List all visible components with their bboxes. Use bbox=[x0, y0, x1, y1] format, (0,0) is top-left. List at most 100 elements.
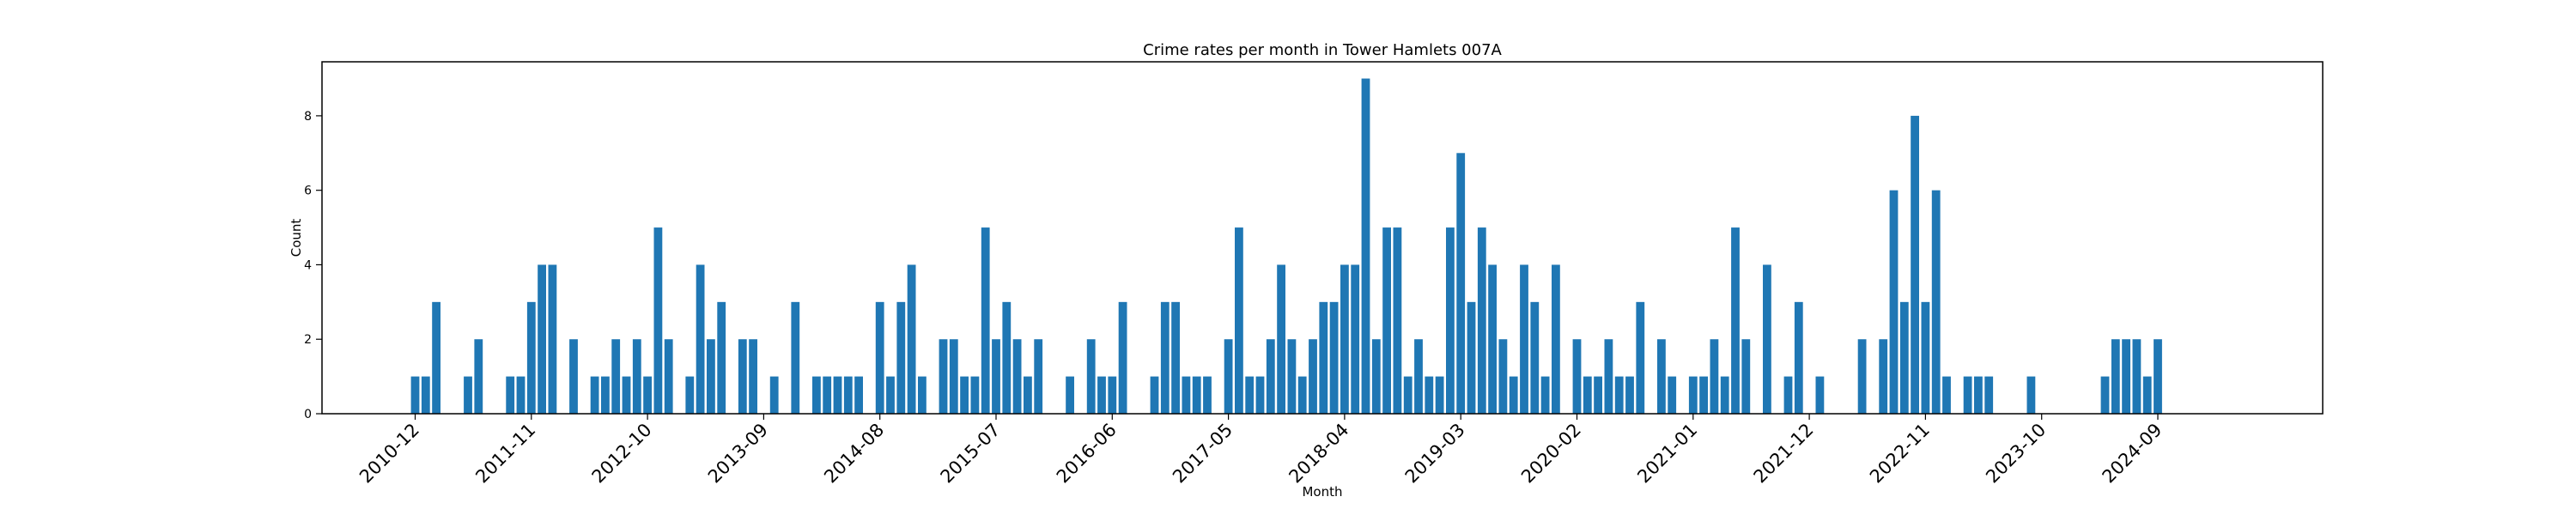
bar bbox=[1192, 376, 1201, 414]
bar bbox=[717, 301, 726, 414]
bar bbox=[474, 339, 483, 414]
x-tick-label: 2014-08 bbox=[820, 420, 888, 488]
x-tick-label: 2022-11 bbox=[1866, 420, 1934, 488]
bar bbox=[1720, 376, 1729, 414]
y-tick-label: 4 bbox=[304, 258, 312, 272]
bar bbox=[1351, 264, 1360, 414]
chart-title: Crime rates per month in Tower Hamlets 0… bbox=[1143, 41, 1502, 59]
x-tick-label: 2016-06 bbox=[1053, 420, 1121, 488]
bar bbox=[918, 376, 927, 414]
bar bbox=[1403, 376, 1413, 414]
bar bbox=[516, 376, 526, 414]
bar bbox=[1794, 301, 1803, 414]
bar bbox=[1297, 376, 1307, 414]
x-tick-label: 2021-01 bbox=[1633, 420, 1701, 488]
bar bbox=[1572, 339, 1582, 414]
bar bbox=[1625, 376, 1634, 414]
bar bbox=[1224, 339, 1233, 414]
bar bbox=[1382, 227, 1391, 414]
bar bbox=[1012, 339, 1022, 414]
bar bbox=[970, 376, 980, 414]
bar bbox=[1287, 339, 1297, 414]
bar bbox=[1425, 376, 1434, 414]
bar bbox=[1002, 301, 1012, 414]
bar bbox=[896, 301, 906, 414]
bar bbox=[1520, 264, 1528, 414]
bar bbox=[1456, 153, 1466, 415]
bar bbox=[823, 376, 832, 414]
bar bbox=[1889, 190, 1899, 414]
bar bbox=[854, 376, 863, 414]
bar bbox=[432, 301, 440, 414]
bar bbox=[1815, 376, 1825, 414]
bar bbox=[1594, 376, 1602, 414]
bar bbox=[1160, 301, 1170, 414]
x-tick-label: 2023-10 bbox=[1982, 420, 2050, 488]
bar bbox=[1309, 339, 1317, 414]
bar bbox=[1488, 264, 1497, 414]
x-tick-label: 2020-02 bbox=[1517, 420, 1585, 488]
bar bbox=[569, 339, 578, 414]
bar bbox=[1688, 376, 1698, 414]
bar bbox=[1446, 227, 1455, 414]
bar bbox=[1763, 264, 1771, 414]
bar bbox=[812, 376, 821, 414]
bar bbox=[1371, 339, 1381, 414]
x-axis-label: Month bbox=[1302, 484, 1342, 500]
bar bbox=[1710, 339, 1719, 414]
bar bbox=[696, 264, 705, 414]
bar bbox=[1879, 339, 1888, 414]
bar bbox=[643, 376, 652, 414]
bar bbox=[1393, 227, 1402, 414]
bar bbox=[1435, 376, 1444, 414]
bar bbox=[886, 376, 895, 414]
bar bbox=[590, 376, 599, 414]
y-tick-label: 0 bbox=[304, 408, 312, 421]
bar bbox=[1097, 376, 1106, 414]
bar bbox=[1203, 376, 1212, 414]
bar bbox=[464, 376, 472, 414]
x-tick-label: 2012-10 bbox=[588, 420, 656, 488]
bar bbox=[421, 376, 430, 414]
bar bbox=[506, 376, 515, 414]
bar bbox=[981, 227, 990, 414]
bar bbox=[769, 376, 779, 414]
bar bbox=[2132, 339, 2142, 414]
bars bbox=[410, 78, 2162, 415]
bar bbox=[791, 301, 800, 414]
bar bbox=[1319, 301, 1328, 414]
bar bbox=[2142, 376, 2152, 414]
bar bbox=[538, 264, 546, 414]
bar bbox=[907, 264, 916, 414]
bar bbox=[2111, 339, 2120, 414]
x-tick-label: 2013-09 bbox=[704, 420, 772, 488]
bar bbox=[1974, 376, 1983, 414]
bar bbox=[1171, 301, 1180, 414]
bar bbox=[1509, 376, 1518, 414]
bar bbox=[1034, 339, 1043, 414]
bar bbox=[1414, 339, 1423, 414]
bar bbox=[653, 227, 663, 414]
y-tick-label: 2 bbox=[304, 333, 312, 347]
bar bbox=[1467, 301, 1476, 414]
bar bbox=[1783, 376, 1793, 414]
bar bbox=[1024, 376, 1032, 414]
bar bbox=[738, 339, 747, 414]
bar bbox=[1731, 227, 1740, 414]
bar bbox=[1498, 339, 1508, 414]
bar bbox=[1540, 376, 1550, 414]
bar bbox=[1118, 301, 1127, 414]
bar bbox=[1066, 376, 1074, 414]
y-axis: 0 2 4 6 8 bbox=[304, 110, 322, 421]
bar bbox=[1857, 339, 1867, 414]
bar bbox=[548, 264, 557, 414]
x-tick-label: 2010-12 bbox=[355, 420, 423, 488]
bar bbox=[632, 339, 641, 414]
bar bbox=[2100, 376, 2110, 414]
x-tick-label: 2018-04 bbox=[1285, 420, 1352, 488]
bar bbox=[1150, 376, 1159, 414]
bar bbox=[992, 339, 1000, 414]
bar bbox=[1636, 301, 1645, 414]
bar bbox=[1277, 264, 1285, 414]
